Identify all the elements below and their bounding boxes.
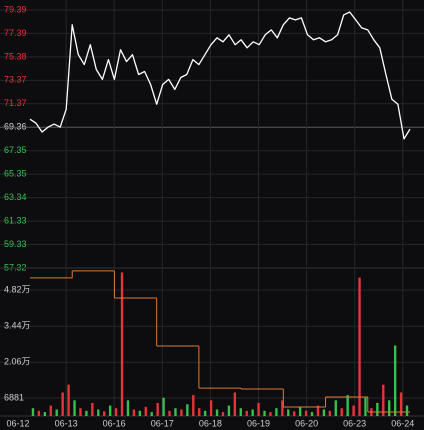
volume-bar: [376, 402, 379, 416]
volume-bar: [91, 402, 94, 416]
y-tick-label: 57.32: [4, 262, 27, 272]
price-line: [29, 11, 411, 140]
volume-bar: [103, 411, 106, 416]
volume-bar: [144, 406, 147, 416]
volume-bar: [382, 384, 385, 416]
volume-bar: [352, 405, 355, 416]
volume-bar: [316, 405, 320, 416]
x-tick-label: 06-17: [151, 418, 174, 428]
volume-bar: [221, 412, 225, 416]
volume-bar: [364, 397, 367, 416]
y-tick-label: 65.35: [4, 169, 27, 179]
volume-bar: [269, 412, 272, 416]
volume-bar: [174, 408, 177, 416]
volume-bar: [358, 277, 361, 416]
volume-bar: [340, 408, 343, 416]
volume-bar: [126, 400, 130, 416]
volume-bar: [49, 405, 52, 416]
volume-bar: [310, 412, 314, 416]
x-tick-label: 06-24: [391, 418, 414, 428]
volume-bar: [132, 409, 136, 416]
volume-bar: [251, 409, 254, 416]
volume-bar: [328, 410, 332, 416]
y-tick-label: 67.35: [4, 145, 27, 155]
x-tick-label: 06-18: [199, 418, 222, 428]
volume-bar: [168, 410, 171, 416]
volume-bar: [150, 412, 153, 416]
volume-bar: [67, 384, 70, 416]
y-tick-label: 73.37: [4, 75, 27, 85]
volume-bar: [263, 410, 266, 416]
volume-bar: [203, 410, 207, 416]
volume-bar: [120, 272, 124, 416]
volume-bar: [79, 408, 82, 416]
volume-bar: [180, 409, 183, 416]
x-tick-label: 06-13: [55, 418, 78, 428]
volume-bar: [275, 408, 278, 416]
volume-bar: [227, 405, 231, 416]
volume-bar: [287, 409, 290, 416]
y-tick-label: 61.33: [4, 215, 27, 225]
volume-bar: [239, 408, 242, 416]
y-tick-label: 2.06万: [4, 357, 31, 367]
volume-bar: [192, 395, 195, 416]
volume-bar: [233, 392, 237, 416]
y-tick-label: 75.38: [4, 51, 27, 61]
volume-bar: [37, 410, 41, 416]
volume-bar: [55, 409, 58, 416]
volume-bar: [388, 400, 391, 416]
x-tick-label: 06-16: [103, 418, 126, 428]
volume-bar: [186, 404, 189, 416]
y-tick-label: 4.82万: [4, 285, 31, 295]
y-tick-label: 63.34: [4, 192, 27, 202]
y-tick-label: 6881: [4, 392, 24, 402]
volume-bar: [114, 408, 118, 416]
volume-bar: [209, 400, 213, 416]
volume-bar: [85, 410, 88, 416]
x-tick-label: 06-23: [343, 418, 366, 428]
volume-bar: [393, 345, 397, 416]
volume-bar: [293, 411, 296, 416]
x-tick-label: 06-12: [6, 418, 29, 428]
volume-bar: [156, 402, 159, 416]
volume-bar: [138, 410, 142, 416]
volume-bar: [281, 400, 284, 416]
volume-bar: [162, 397, 165, 416]
volume-bar: [298, 406, 302, 416]
volume-bar: [405, 405, 409, 416]
x-tick-label: 06-20: [295, 418, 318, 428]
volume-bar: [108, 405, 112, 416]
y-tick-label: 69.36: [4, 122, 27, 132]
volume-bar: [257, 402, 260, 416]
y-tick-label: 59.33: [4, 239, 27, 249]
volume-bar: [61, 392, 64, 416]
volume-bar: [245, 410, 248, 416]
volume-bar: [31, 408, 35, 416]
volume-bar: [97, 409, 100, 416]
volume-bar: [346, 395, 349, 416]
volume-bar: [304, 410, 308, 416]
volume-bar: [322, 409, 326, 416]
volume-bar: [43, 412, 47, 416]
volume-bar: [334, 400, 337, 416]
volume-bar: [73, 400, 76, 416]
volume-bar: [215, 409, 219, 416]
y-tick-label: 3.44万: [4, 321, 31, 331]
volume-bar: [399, 392, 403, 416]
y-tick-label: 71.37: [4, 98, 27, 108]
volume-bar: [198, 408, 201, 416]
x-tick-label: 06-19: [247, 418, 270, 428]
y-tick-label: 79.39: [4, 4, 27, 14]
y-tick-label: 77.39: [4, 28, 27, 38]
